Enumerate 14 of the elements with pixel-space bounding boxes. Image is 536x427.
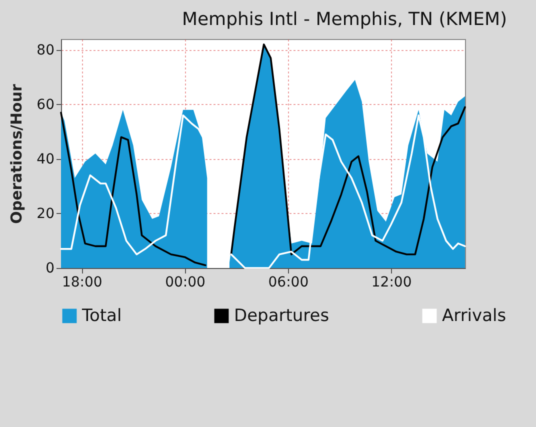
legend-label: Departures bbox=[234, 306, 330, 326]
x-tick-label: 18:00 bbox=[62, 274, 102, 290]
legend-label: Arrivals bbox=[442, 306, 506, 326]
chart-title: Memphis Intl - Memphis, TN (KMEM) bbox=[182, 9, 507, 30]
y-tick-label: 60 bbox=[36, 96, 54, 113]
y-tick-label: 40 bbox=[36, 151, 54, 168]
legend-label: Total bbox=[81, 306, 122, 326]
y-axis-title: Operations/Hour bbox=[8, 83, 26, 224]
x-tick-label: 12:00 bbox=[371, 274, 412, 290]
y-tick-label: 0 bbox=[46, 260, 54, 276]
y-tick-label: 80 bbox=[36, 42, 54, 58]
x-tick-label: 06:00 bbox=[268, 274, 309, 290]
x-tick-label: 00:00 bbox=[165, 274, 206, 290]
y-tick-label: 20 bbox=[36, 206, 54, 222]
